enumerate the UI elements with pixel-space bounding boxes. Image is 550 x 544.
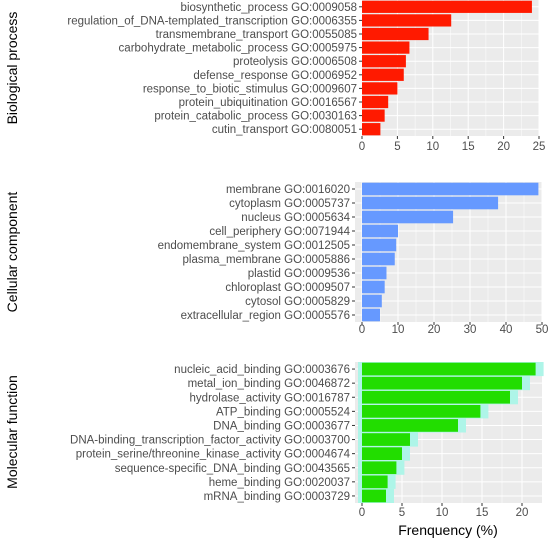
x-tick-label: 10 [436, 507, 449, 519]
category-label: chloroplast GO:0009507 [225, 282, 350, 294]
category-label: ATP_binding GO:0005524 [216, 406, 351, 418]
category-label: heme_binding GO:0020037 [209, 477, 350, 489]
category-label: sequence-specific_DNA_binding GO:0043565 [115, 463, 350, 475]
x-tick-label: 20 [428, 324, 441, 336]
category-label: protein_catabolic_process GO:0030163 [154, 111, 357, 123]
x-tick-label: 5 [399, 507, 405, 519]
category-label: protein_ubiquitination GO:0016567 [179, 97, 357, 109]
category-label: carbohydrate_metabolic_process GO:000597… [119, 43, 357, 55]
bar-8 [362, 280, 385, 294]
biological-process-facet-label: Biological process [4, 12, 20, 125]
x-tick-label: 5 [394, 141, 400, 153]
category-label: defense_response GO:0006952 [193, 70, 357, 82]
biological-process-panel: biosynthetic_process GO:0009058regulatio… [4, 0, 545, 153]
bar-3 [362, 210, 454, 224]
category-label: transmembrane_transport GO:0055085 [156, 29, 357, 41]
bar-7 [362, 82, 398, 95]
cellular-component-panel: membrane GO:0016020 cytoplasm GO:0005737 n… [4, 182, 548, 336]
bar-6 [362, 68, 404, 81]
category-label: biosynthetic_process GO:0009058 [181, 2, 357, 14]
x-tick-label: 0 [359, 324, 365, 336]
bar-8 [362, 95, 389, 109]
x-tick-label: 30 [464, 324, 477, 336]
bar-9 [362, 475, 388, 489]
category-label: hydrolase_activity GO:0016787 [190, 392, 350, 404]
x-tick-label: 10 [426, 141, 439, 153]
bar-10 [362, 123, 381, 136]
category-label: mRNA_binding GO:0003729 [204, 491, 350, 503]
cellular-component-facet-label: Cellular component [4, 192, 20, 313]
bar-7 [362, 266, 387, 280]
x-tick-label: 50 [536, 324, 549, 336]
bar-6 [362, 433, 410, 446]
x-tick-label: 40 [500, 324, 513, 336]
x-tick-label: 20 [497, 141, 510, 153]
category-label: regulation_of_DNA-templated_transcriptio… [67, 15, 357, 27]
bar-7 [362, 447, 402, 460]
bar-1 [362, 0, 532, 13]
category-label: proteolysis GO:0006508 [233, 56, 357, 68]
category-label: plastid GO:0009536 [248, 268, 350, 280]
x-tick-label: 15 [476, 507, 489, 519]
bar-4 [362, 41, 410, 54]
category-label: cytosol GO:0005829 [245, 296, 350, 308]
bar-4 [362, 405, 481, 418]
bar-2 [362, 14, 452, 27]
bar-9 [362, 109, 385, 122]
category-label: metal_ion_binding GO:0046872 [188, 378, 350, 390]
bar-4 [362, 224, 398, 238]
bar-1 [362, 182, 539, 196]
category-label: cutin_transport GO:0080051 [212, 124, 357, 136]
category-label: DNA_binding GO:0003677 [213, 420, 350, 432]
category-label: DNA-binding_transcription_factor_activit… [70, 435, 350, 447]
category-label: response_to_biotic_stimulus GO:0009607 [143, 83, 357, 95]
molecular-function-panel: nucleic_acid_binding GO:0003676 metal_ion… [4, 362, 544, 519]
bar-9 [362, 294, 382, 308]
category-label: nucleic_acid_binding GO:0003676 [174, 364, 350, 376]
x-tick-label: 25 [533, 141, 546, 153]
category-label: plasma_membrane GO:0005886 [183, 254, 351, 266]
bar-3 [362, 27, 429, 41]
bar-2 [362, 196, 499, 210]
category-label: protein_serine/threonine_kinase_activity… [76, 449, 351, 461]
bar-10 [362, 489, 386, 503]
bar-3 [362, 390, 510, 404]
bar-10 [362, 308, 380, 322]
category-label: cell_periphery GO:0071944 [209, 226, 350, 238]
bar-5 [362, 55, 406, 68]
bar-8 [362, 461, 397, 475]
bar-5 [362, 419, 458, 432]
bar-1 [362, 362, 536, 376]
category-label: endomembrane_system GO:0012505 [158, 240, 350, 252]
x-tick-label: 10 [392, 324, 405, 336]
bar-5 [362, 238, 397, 252]
x-tick-label: 15 [462, 141, 475, 153]
category-label: membrane GO:0016020 [226, 184, 350, 196]
category-label: nucleus GO:0005634 [241, 212, 350, 224]
chart-panels: biosynthetic_process GO:0009058regulatio… [4, 0, 548, 519]
bar-6 [362, 252, 395, 266]
x-axis-title: Frenquency (%) [398, 522, 498, 538]
x-tick-label: 20 [516, 507, 529, 519]
x-tick-label: 0 [359, 141, 365, 153]
x-tick-label: 0 [359, 507, 365, 519]
category-label: extracellular_region GO:0005576 [181, 310, 350, 322]
category-label: cytoplasm GO:0005737 [229, 198, 350, 210]
molecular-function-facet-label: Molecular function [4, 375, 20, 489]
bar-2 [362, 376, 522, 390]
